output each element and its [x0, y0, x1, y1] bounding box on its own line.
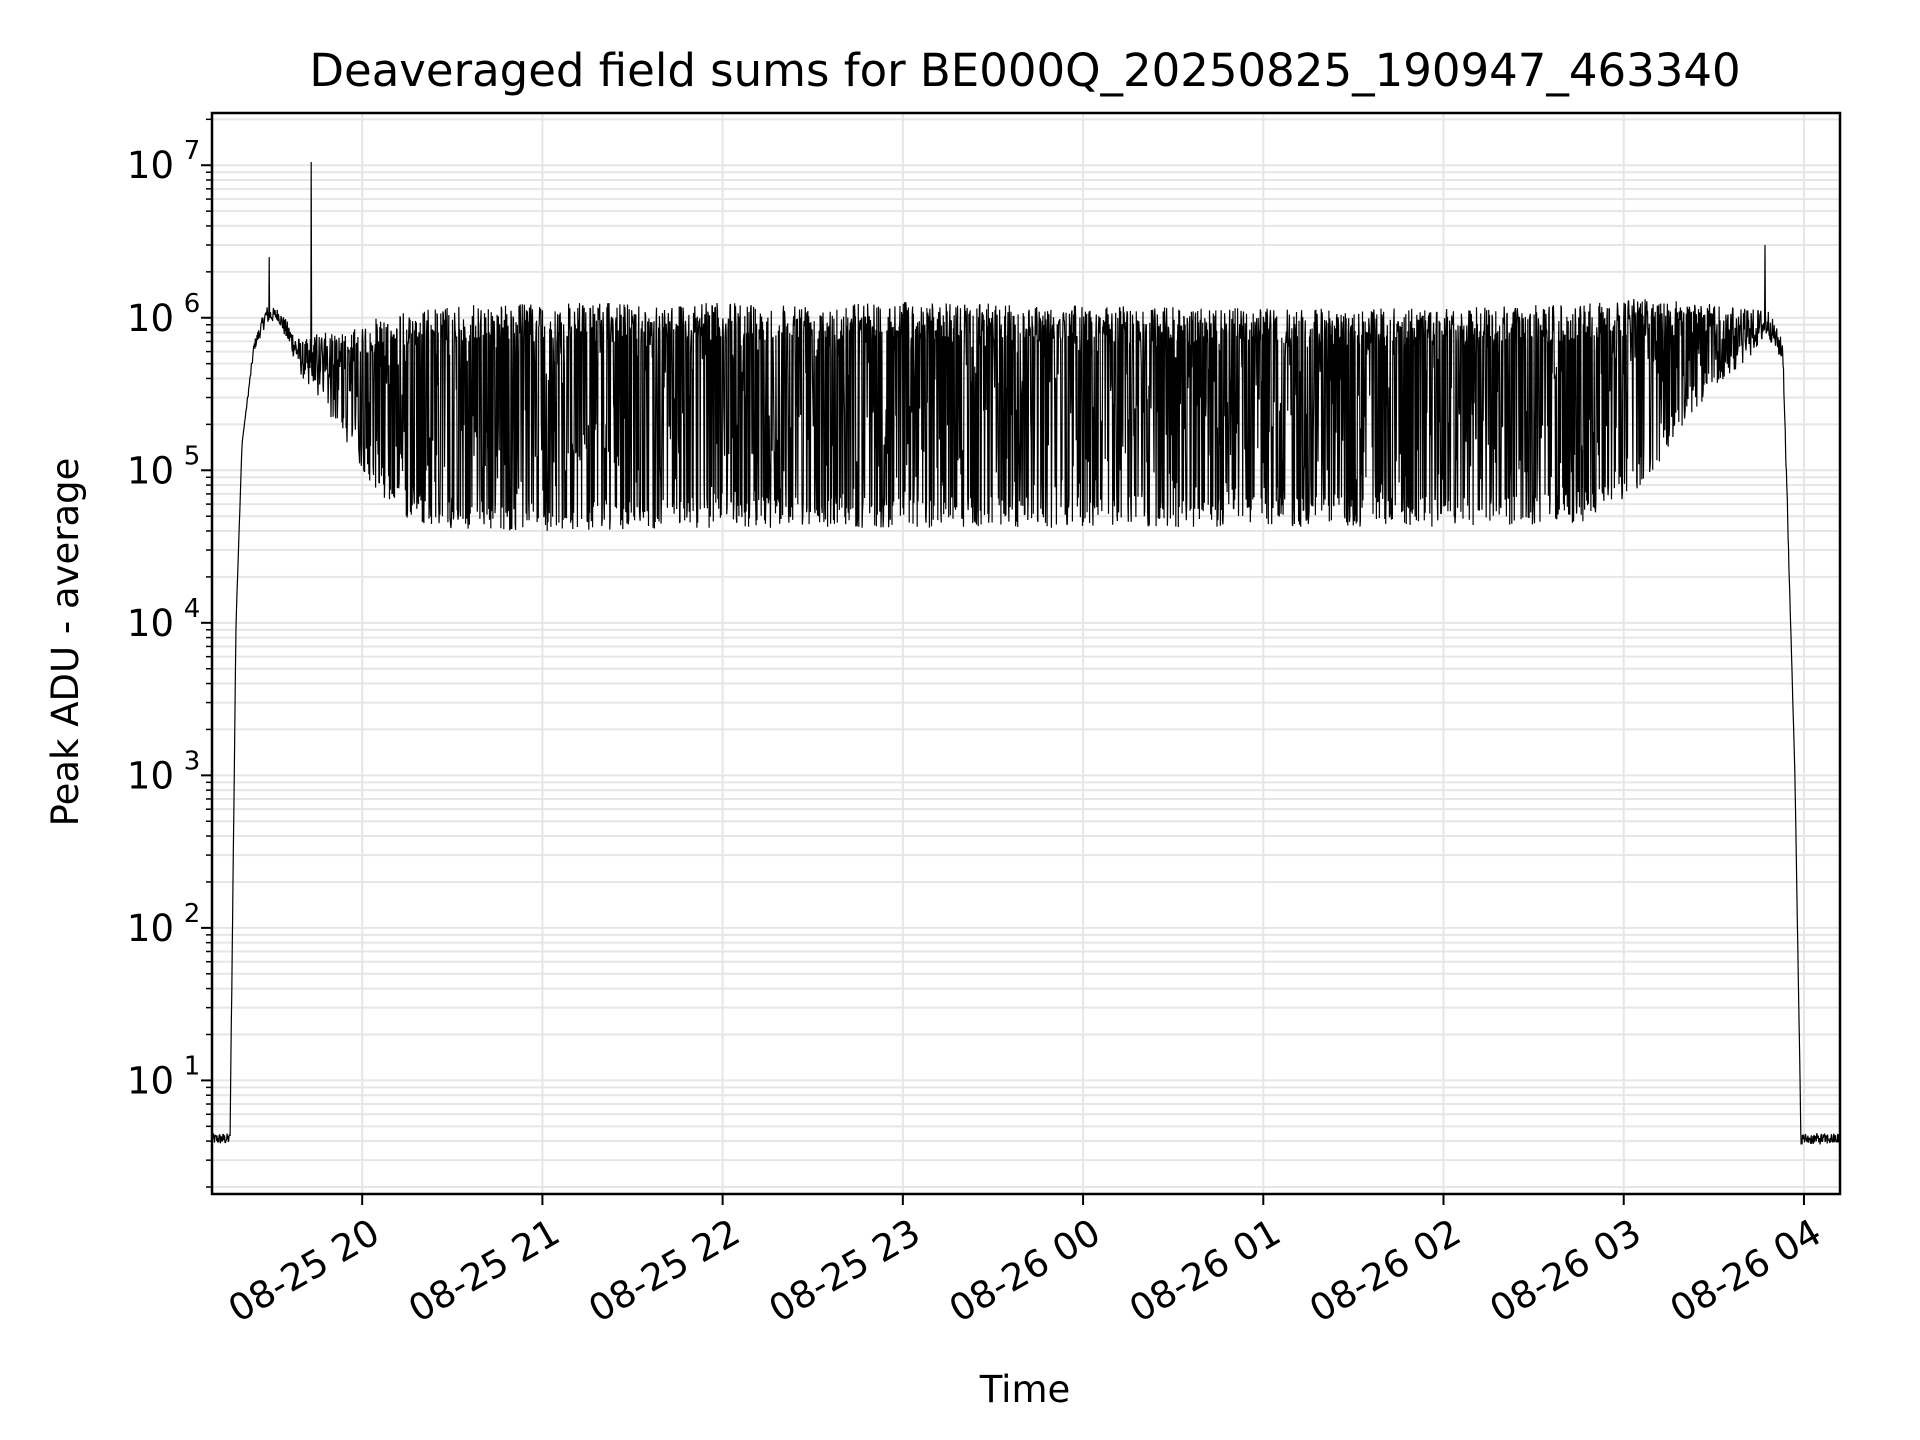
- y-tick-label: 10: [127, 602, 174, 645]
- grid-layer: [212, 113, 1840, 1194]
- y-axis-label: Peak ADU - average: [44, 458, 87, 827]
- y-tick-exponent: 3: [184, 746, 201, 776]
- series-line: [212, 161, 1840, 1145]
- x-tick-label: 08-26 00: [942, 1211, 1108, 1331]
- y-tick-label: 10: [127, 1059, 174, 1102]
- y-tick-exponent: 4: [184, 594, 201, 624]
- x-tick-label: 08-26 01: [1122, 1211, 1288, 1331]
- y-tick-exponent: 6: [184, 289, 201, 319]
- x-tick-label: 08-26 02: [1302, 1211, 1468, 1331]
- y-tick-label: 10: [127, 144, 174, 187]
- y-tick-label: 10: [127, 297, 174, 340]
- y-tick-exponent: 1: [184, 1051, 201, 1081]
- y-tick-exponent: 7: [184, 136, 201, 166]
- y-tick-exponent: 5: [184, 441, 201, 471]
- plot-frame: [210, 111, 1842, 1196]
- x-tick-label: 08-26 04: [1663, 1211, 1829, 1331]
- y-tick-label: 10: [127, 907, 174, 950]
- data-layer: [212, 161, 1840, 1145]
- x-tick-label: 08-26 03: [1483, 1211, 1649, 1331]
- x-tick-label: 08-25 21: [401, 1211, 567, 1331]
- x-axis-label: Time: [979, 1368, 1071, 1411]
- x-tick-label: 08-25 20: [221, 1211, 387, 1331]
- y-tick-label: 10: [127, 754, 174, 797]
- x-tick-label: 08-25 23: [762, 1211, 928, 1331]
- y-tick-exponent: 2: [184, 899, 201, 929]
- x-tick-label: 08-25 22: [582, 1211, 748, 1331]
- chart-title: Deaveraged field sums for BE000Q_2025082…: [309, 44, 1740, 97]
- y-tick-label: 10: [127, 449, 174, 492]
